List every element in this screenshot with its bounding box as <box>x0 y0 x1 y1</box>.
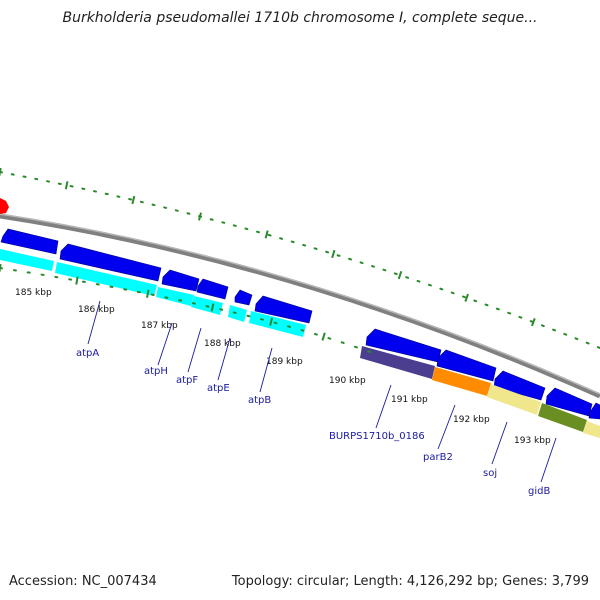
gene-label-atph: atpH <box>144 366 168 377</box>
leader-line-atpb <box>259 347 273 393</box>
scale-tick-mark <box>269 317 274 326</box>
scale-tick-mark <box>464 293 469 302</box>
gene-label-soj: soj <box>483 468 497 479</box>
leader-line-atpa <box>87 300 101 345</box>
gene-label-atpe: atpE <box>207 383 230 394</box>
leader-line-parb2 <box>437 404 456 450</box>
gene-leader-lines <box>87 300 557 483</box>
scale-tick-mark <box>321 332 326 341</box>
gene-label-atpb: atpB <box>248 395 271 406</box>
scale-tick-mark <box>210 303 215 312</box>
tick-label: 186 kbp <box>78 305 115 315</box>
scale-tick-mark <box>0 263 2 273</box>
scale-tick-mark <box>198 212 202 221</box>
leader-line-atpf <box>187 327 202 373</box>
gene-arrow <box>0 228 59 255</box>
gene-arrow <box>161 269 200 292</box>
leader-line-gidb <box>540 437 557 483</box>
leader-line-burps0186 <box>375 384 392 429</box>
tick-label: 185 kbp <box>15 288 52 298</box>
topology-summary: Topology: circular; Length: 4,126,292 bp… <box>231 574 589 589</box>
gene-arrow <box>545 387 593 417</box>
scale-tick-mark <box>75 276 79 285</box>
leader-line-atpe <box>217 337 231 381</box>
tick-label: 192 kbp <box>453 415 490 425</box>
scale-tick-mark <box>397 270 403 280</box>
cds-band-parb2 <box>432 367 491 396</box>
tick-labels: 185 kbp 186 kbp 187 kbp 188 kbp 189 kbp … <box>15 288 551 446</box>
scale-tick-mark <box>264 230 269 239</box>
scale-tick-mark <box>146 289 150 298</box>
cds-band <box>228 305 247 322</box>
scale-tick-mark <box>0 167 2 177</box>
tick-label: 188 kbp <box>204 339 241 349</box>
scale-tick-mark <box>331 249 336 259</box>
gene-label-burps0186: BURPS1710b_0186 <box>329 431 425 442</box>
gene-arrow <box>436 349 497 382</box>
gene-arrow <box>234 289 253 306</box>
tick-label: 191 kbp <box>391 395 428 405</box>
cds-band-soj <box>487 384 541 415</box>
red-marker <box>0 198 9 214</box>
scale-tick-mark <box>64 181 69 190</box>
gene-arrow <box>588 402 600 420</box>
cds-band <box>55 262 157 296</box>
cds-band <box>583 421 600 438</box>
cds-bands <box>0 249 600 438</box>
cds-band-gidb <box>538 403 587 432</box>
map-title: Burkholderia pseudomallei 1710b chromoso… <box>62 10 538 26</box>
cds-band <box>156 287 194 306</box>
scale-tick-mark <box>131 195 136 205</box>
scale-tick-mark <box>530 318 536 327</box>
accession-text: Accession: NC_007434 <box>9 574 157 589</box>
gene-arrow <box>59 243 162 282</box>
leader-line-atph <box>157 322 173 366</box>
forward-genes <box>0 228 600 420</box>
tick-label: 193 kbp <box>514 436 551 446</box>
cds-band <box>0 249 54 271</box>
backbone-line <box>0 213 600 399</box>
gene-labels: atpA atpH atpF atpE atpB BURPS1710b_0186… <box>76 348 550 497</box>
gene-label-atpf: atpF <box>176 375 198 386</box>
gene-arrow <box>365 328 442 363</box>
gene-label-atpa: atpA <box>76 348 99 359</box>
tick-label: 190 kbp <box>329 376 366 386</box>
leader-line-soj <box>491 421 508 465</box>
tick-label: 187 kbp <box>141 321 178 331</box>
inner-major-ticks <box>0 263 326 341</box>
gene-label-gidb: gidB <box>528 486 550 497</box>
outer-major-ticks <box>0 167 536 327</box>
tick-label: 189 kbp <box>266 357 303 367</box>
gene-arrow <box>196 278 229 300</box>
gene-label-parb2: parB2 <box>423 452 453 463</box>
outer-dotted-scale <box>0 171 600 349</box>
gene-arrow <box>254 295 313 324</box>
cds-band-burps0186 <box>360 346 435 379</box>
